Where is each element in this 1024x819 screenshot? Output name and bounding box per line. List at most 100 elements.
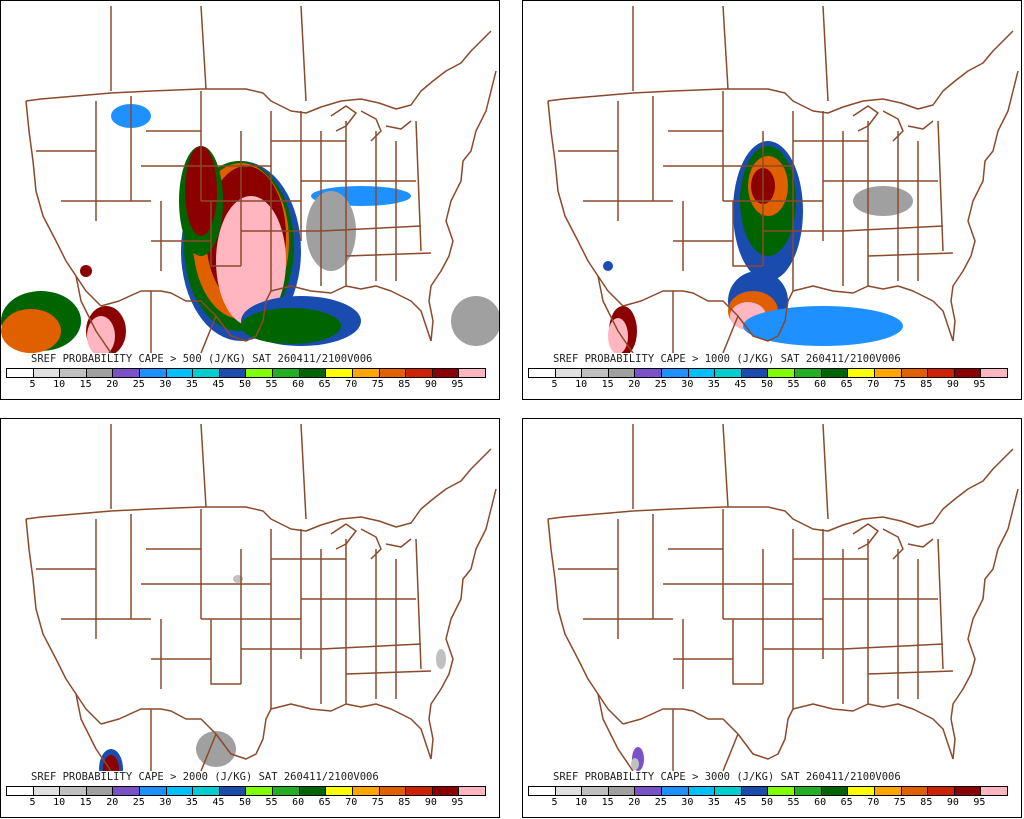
legend-tick-label: 5 xyxy=(551,379,558,390)
political-boundaries xyxy=(25,423,497,771)
legend-swatch xyxy=(219,787,247,795)
boundary-line xyxy=(722,423,729,508)
legend-swatch xyxy=(379,369,407,377)
legend-swatch xyxy=(140,787,167,795)
boundary-line xyxy=(950,488,1019,760)
panel-caption: SREF PROBABILITY CAPE > 2000 (J/KG) SAT … xyxy=(29,771,381,783)
legend-tick-label: 55 xyxy=(265,797,278,808)
legend-swatch xyxy=(33,787,61,795)
legend-bar xyxy=(528,786,1008,796)
legend-swatch xyxy=(246,787,274,795)
boundary-line xyxy=(385,120,412,130)
legend-swatch xyxy=(741,787,769,795)
legend-tick-label: 60 xyxy=(814,797,827,808)
legend-tick-label: 35 xyxy=(185,797,198,808)
legend-tick-label: 30 xyxy=(159,379,172,390)
legend-tick-label: 55 xyxy=(787,379,800,390)
boundary-line xyxy=(415,538,422,670)
legend-tick-label: 90 xyxy=(424,797,437,808)
legend-swatch xyxy=(795,369,822,377)
legend-swatch xyxy=(928,369,955,377)
boundary-line xyxy=(907,120,934,130)
boundary-line xyxy=(882,528,904,560)
color-legend: 5 10 15 20 25 30 35 45 50 55 60 65 70 75 85 90 95 xyxy=(528,368,1008,396)
legend-tick-label: 50 xyxy=(760,797,774,808)
legend-tick-label: 50 xyxy=(760,379,774,390)
boundary-line xyxy=(428,70,497,342)
legend-swatch xyxy=(795,787,822,795)
legend-swatch xyxy=(33,369,61,377)
probability-contour xyxy=(608,318,628,353)
boundary-line xyxy=(822,5,829,102)
legend-tick-label: 45 xyxy=(212,797,225,808)
boundary-line xyxy=(360,528,382,560)
boundary-line xyxy=(200,5,207,90)
legend-tick-label: 10 xyxy=(53,797,66,808)
probability-map xyxy=(1,5,499,353)
legend-tick-label: 95 xyxy=(973,797,986,808)
legend-swatch xyxy=(768,369,796,377)
legend-tick-label: 20 xyxy=(106,797,119,808)
probability-contour xyxy=(80,265,92,277)
legend-swatch xyxy=(352,787,380,795)
probability-contour xyxy=(451,296,499,346)
legend-tick-label: 10 xyxy=(575,797,588,808)
legend-bar xyxy=(6,368,486,378)
legend-tick-label: 65 xyxy=(318,379,331,390)
legend-tick-label: 50 xyxy=(238,379,252,390)
boundary-line xyxy=(210,201,241,267)
legend-tick-label: 20 xyxy=(628,797,641,808)
boundary-line xyxy=(722,5,729,90)
legend-swatch xyxy=(432,369,460,377)
legend-tick-label: 95 xyxy=(973,379,986,390)
boundary-line xyxy=(882,110,904,142)
legend-swatch xyxy=(86,369,114,377)
legend-tick-label: 55 xyxy=(265,379,278,390)
boundary-line xyxy=(652,514,673,620)
legend-swatch xyxy=(193,369,220,377)
legend-ticks: 5 10 15 20 25 30 35 45 50 55 60 65 70 75 85 90 95 xyxy=(528,379,1006,393)
boundary-line xyxy=(210,619,241,685)
color-legend: 5 10 15 20 25 30 35 45 50 55 60 65 70 75 85 90 95 xyxy=(6,786,486,814)
legend-swatch xyxy=(688,369,716,377)
legend-tick-label: 5 xyxy=(29,379,36,390)
legend-swatch xyxy=(981,787,1007,795)
boundary-line xyxy=(75,275,112,353)
legend-tick-label: 90 xyxy=(424,379,437,390)
map-panel-cape-500: SREF PROBABILITY CAPE > 500 (J/KG) SAT 2… xyxy=(0,0,500,400)
legend-swatch xyxy=(901,787,929,795)
legend-tick-label: 15 xyxy=(79,797,92,808)
legend-swatch xyxy=(326,369,353,377)
legend-swatch xyxy=(874,787,902,795)
political-boundaries xyxy=(547,5,1019,353)
probability-contour xyxy=(103,755,119,771)
boundary-line xyxy=(320,643,422,650)
boundary-line xyxy=(428,488,497,760)
probability-contour xyxy=(87,316,115,353)
legend-ticks: 5 10 15 20 25 30 35 45 50 55 60 65 70 75 85 90 95 xyxy=(6,797,484,811)
legend-swatch xyxy=(7,369,34,377)
color-legend: 5 10 15 20 25 30 35 45 50 55 60 65 70 75 85 90 95 xyxy=(6,368,486,396)
legend-tick-label: 25 xyxy=(132,797,145,808)
boundary-line xyxy=(320,225,422,232)
probability-map xyxy=(25,423,497,771)
legend-swatch xyxy=(299,369,327,377)
boundary-line xyxy=(622,290,794,342)
boundary-line xyxy=(385,538,412,548)
boundary-line xyxy=(25,518,102,725)
boundary-line xyxy=(130,514,151,620)
probability-shading xyxy=(603,141,913,353)
boundary-line xyxy=(950,70,1019,342)
legend-swatch xyxy=(715,369,742,377)
boundary-line xyxy=(25,100,102,307)
boundary-line xyxy=(75,693,112,771)
legend-tick-label: 75 xyxy=(893,379,906,390)
legend-swatch xyxy=(662,369,689,377)
boundary-line xyxy=(732,619,763,685)
boundary-line xyxy=(330,105,357,132)
boundary-line xyxy=(200,315,217,353)
legend-tick-label: 30 xyxy=(159,797,172,808)
legend-tick-label: 90 xyxy=(946,379,959,390)
legend-swatch xyxy=(432,787,460,795)
boundary-line xyxy=(200,733,217,771)
